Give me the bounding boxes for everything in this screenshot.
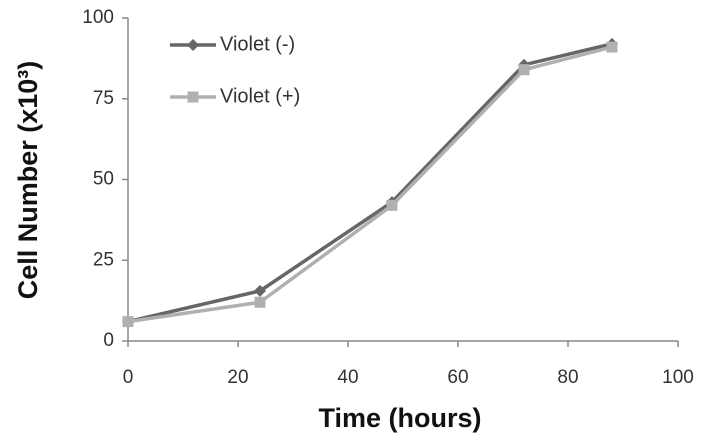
series-line — [127, 45, 613, 324]
data-point — [518, 64, 530, 76]
x-axis-title: Time (hours) — [318, 403, 481, 433]
series-line — [127, 42, 613, 324]
data-point — [386, 199, 398, 211]
data-point — [606, 41, 618, 53]
x-tick-label: 100 — [662, 367, 694, 388]
x-tick-label: 60 — [447, 367, 468, 388]
data-point — [122, 316, 134, 328]
legend-label: Violet (+) — [220, 85, 300, 107]
data-point — [254, 284, 266, 297]
x-tick-label: 80 — [557, 367, 578, 388]
y-tick-label: 50 — [93, 169, 114, 190]
y-tick-label: 100 — [82, 7, 114, 28]
x-tick-label: 40 — [337, 367, 358, 388]
x-tick-label: 0 — [123, 367, 134, 388]
data-point — [254, 296, 266, 308]
legend-marker — [187, 91, 199, 103]
y-tick-label: 75 — [93, 88, 114, 109]
x-tick-label: 20 — [227, 367, 248, 388]
y-tick-label: 0 — [103, 330, 114, 351]
legend-label: Violet (-) — [220, 33, 295, 55]
y-tick-label: 25 — [93, 249, 114, 270]
legend-marker — [187, 39, 199, 51]
y-axis-title: Cell Number (x10³) — [13, 61, 43, 300]
